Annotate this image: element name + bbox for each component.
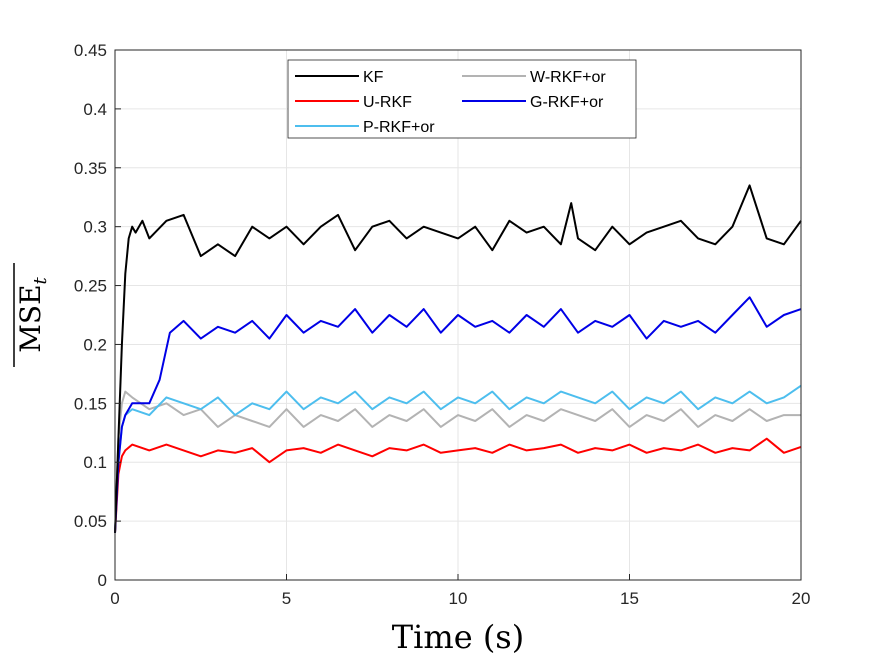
x-axis-label: Time (s): [392, 618, 524, 656]
y-tick-label: 0.15: [74, 394, 107, 413]
legend-label-g-rkf-or: G-RKF+or: [530, 94, 604, 111]
y-tick-label: 0.2: [83, 335, 107, 354]
series-line-p-rkf-or: [114, 384, 802, 533]
x-tick-label: 15: [620, 589, 639, 608]
y-tick-label: 0.3: [83, 218, 107, 237]
y-tick-label: 0.25: [74, 277, 107, 296]
x-tick-label: 5: [282, 589, 291, 608]
series-line-g-rkf-or: [114, 296, 802, 533]
x-tick-label: 10: [449, 589, 468, 608]
svg-text:MSEt: MSEt: [14, 276, 51, 352]
legend: KF U-RKF P-RKF+or W-RKF+or G-RKF+or: [287, 59, 637, 139]
y-tick-label: 0.35: [74, 159, 107, 178]
series-line-u-rkf: [114, 437, 802, 533]
legend-label-u-rkf: U-RKF: [363, 94, 412, 111]
y-tick-label: 0.45: [74, 41, 107, 60]
y-tick-label: 0.4: [83, 100, 107, 119]
x-tick-label: 0: [110, 589, 119, 608]
y-axis-label: MSE: [14, 284, 47, 352]
series-line-kf: [114, 184, 802, 533]
y-tick-label: 0.1: [83, 453, 107, 472]
legend-label-w-rkf-or: W-RKF+or: [530, 69, 606, 86]
series-line-w-rkf-or: [114, 390, 801, 533]
y-tick-label: 0: [98, 571, 107, 590]
y-tick-label: 0.05: [74, 512, 107, 531]
series-lines: [114, 184, 802, 533]
x-tick-label: 20: [792, 589, 811, 608]
legend-label-kf: KF: [363, 69, 384, 86]
y-axis-label-group: MSEt: [13, 263, 51, 367]
legend-label-p-rkf-or: P-RKF+or: [363, 119, 435, 136]
y-axis-label-subscript: t: [30, 276, 51, 284]
axis-ticks: 0 5 10 15 20 0 0.05 0.1 0.15 0.2 0.25 0.3 0.35 0.4 0.4…: [74, 41, 811, 608]
